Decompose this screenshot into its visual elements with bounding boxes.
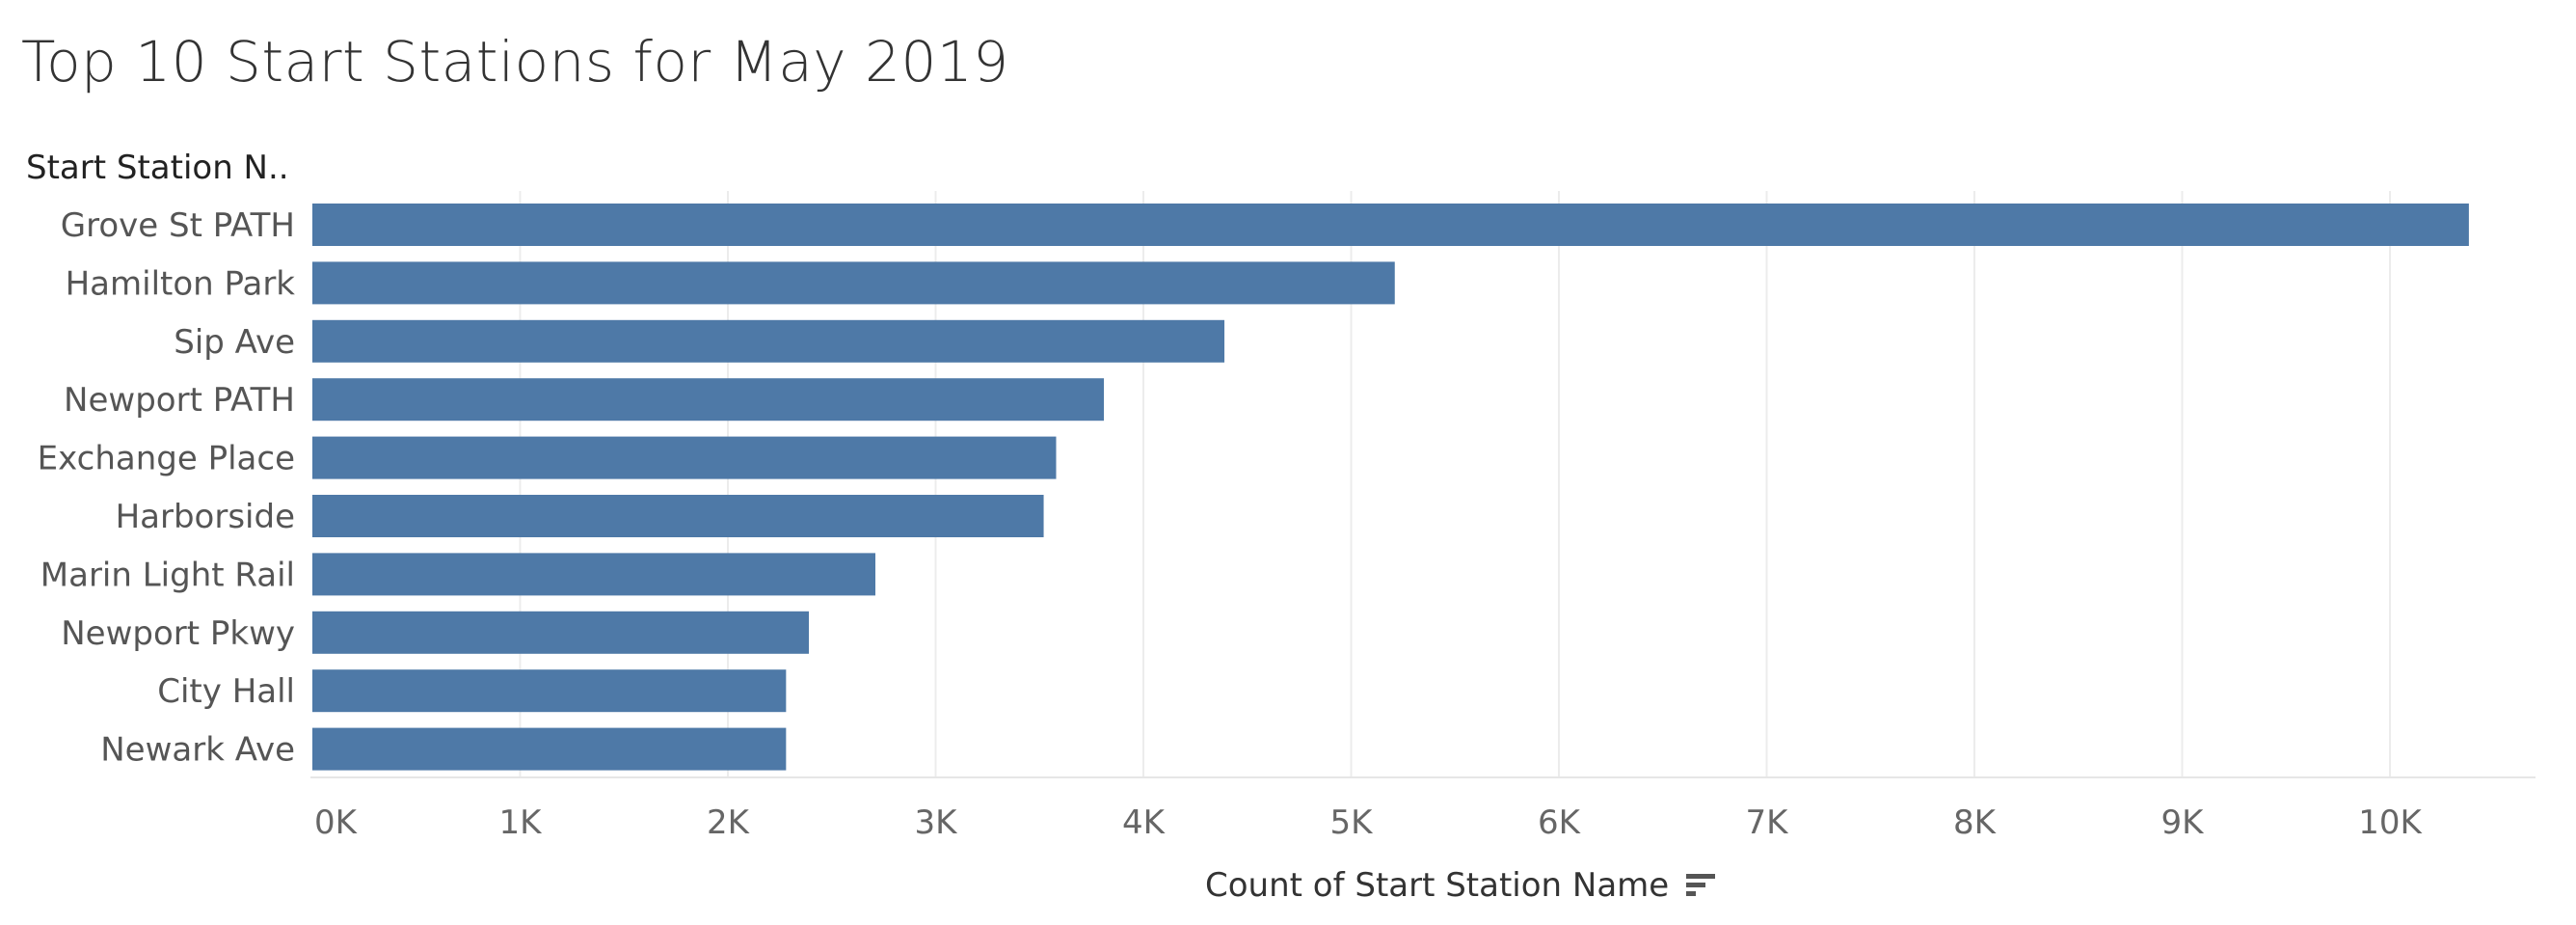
x-tick-label: 7K	[1746, 803, 1790, 842]
chart-title: Top 10 Start Stations for May 2019	[21, 29, 1009, 95]
x-axis-title-group: Count of Start Station Name	[1205, 866, 1717, 905]
x-tick-label: 1K	[499, 803, 544, 842]
x-tick-label: 2K	[707, 803, 751, 842]
category-label[interactable]: Exchange Place	[38, 440, 295, 478]
x-tick-label: 8K	[1953, 803, 1998, 842]
bar[interactable]	[312, 553, 876, 596]
sort-descending-icon[interactable]	[1686, 872, 1717, 899]
row-header[interactable]: Start Station N..	[26, 149, 289, 187]
x-tick-label: 10K	[2358, 803, 2423, 842]
x-axis-title[interactable]: Count of Start Station Name	[1205, 866, 1670, 905]
bar[interactable]	[312, 261, 1395, 305]
bar[interactable]	[312, 436, 1057, 479]
category-label[interactable]: Grove St PATH	[61, 206, 295, 245]
category-label[interactable]: City Hall	[157, 672, 295, 711]
bar[interactable]	[312, 204, 2469, 246]
x-tick-label: 4K	[1122, 803, 1167, 842]
category-label[interactable]: Marin Light Rail	[40, 556, 295, 594]
category-label[interactable]: Newport Pkwy	[61, 614, 295, 653]
category-label[interactable]: Sip Ave	[174, 323, 295, 362]
bar[interactable]	[312, 611, 810, 654]
x-tick-label: 3K	[915, 803, 959, 842]
category-label[interactable]: Harborside	[116, 498, 295, 536]
category-label[interactable]: Newark Ave	[100, 731, 295, 770]
bar[interactable]	[312, 495, 1044, 537]
bar[interactable]	[312, 378, 1105, 422]
x-tick-label: 6K	[1538, 803, 1582, 842]
category-labels: Grove St PATH Hamilton Park Sip Ave Newport…	[38, 206, 296, 770]
category-label[interactable]: Newport PATH	[64, 381, 295, 420]
x-tick-labels: 0K 1K 2K 3K 4K 5K 6K 7K 8K 9K 10K	[314, 803, 2423, 842]
bars	[312, 204, 2469, 771]
category-label[interactable]: Hamilton Park	[66, 264, 296, 303]
x-tick-label: 5K	[1330, 803, 1375, 842]
x-tick-label: 0K	[314, 803, 359, 842]
bar[interactable]	[312, 319, 1225, 363]
bar[interactable]	[312, 669, 787, 713]
bar[interactable]	[312, 727, 787, 771]
x-tick-label: 9K	[2161, 803, 2206, 842]
